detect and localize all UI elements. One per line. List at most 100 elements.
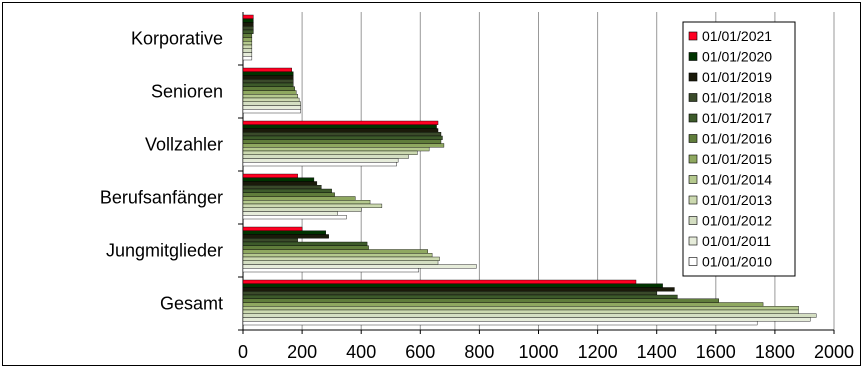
legend-swatch xyxy=(688,93,698,102)
bar xyxy=(242,109,301,114)
bar xyxy=(242,139,442,144)
bar xyxy=(242,48,253,53)
bar xyxy=(242,192,335,197)
bar xyxy=(242,173,298,178)
bar xyxy=(242,253,433,258)
bar xyxy=(242,44,253,49)
bar xyxy=(242,132,442,137)
x-tick-label: 600 xyxy=(405,342,435,362)
x-tick-label: 1000 xyxy=(518,342,558,362)
legend-label: 01/01/2021 xyxy=(702,28,772,44)
bar xyxy=(242,150,418,155)
legend-label: 01/01/2017 xyxy=(702,110,772,126)
bar xyxy=(242,14,254,19)
bar xyxy=(242,71,294,76)
legend-swatch xyxy=(688,72,698,82)
bar xyxy=(242,185,322,190)
legend-swatch xyxy=(688,236,698,246)
bar xyxy=(242,207,362,212)
bar xyxy=(242,158,399,163)
category-label: Jungmitglieder xyxy=(106,241,223,261)
legend-label: 01/01/2010 xyxy=(702,254,772,270)
category-label: Vollzahler xyxy=(145,135,223,155)
bar xyxy=(242,298,719,303)
bar xyxy=(242,256,440,261)
bar xyxy=(242,101,301,106)
legend-label: 01/01/2014 xyxy=(702,172,772,188)
bar xyxy=(242,90,297,95)
bar xyxy=(242,264,477,269)
bar xyxy=(242,249,428,254)
bar xyxy=(242,260,439,265)
bar xyxy=(242,241,368,246)
category-label: Senioren xyxy=(151,82,223,102)
legend-swatch xyxy=(688,31,698,41)
x-tick-label: 0 xyxy=(238,342,248,362)
x-tick-label: 400 xyxy=(346,342,376,362)
legend-swatch xyxy=(688,175,698,184)
bar xyxy=(242,128,439,133)
bar xyxy=(242,56,253,61)
bar xyxy=(242,313,817,318)
legend-label: 01/01/2016 xyxy=(702,131,772,147)
bar xyxy=(242,124,437,129)
bar xyxy=(242,29,254,34)
legend-swatch xyxy=(688,154,698,164)
category-label: Gesamt xyxy=(160,294,223,314)
bar xyxy=(242,268,420,273)
bar xyxy=(242,22,254,27)
bar xyxy=(242,162,397,167)
legend-swatch xyxy=(688,257,698,266)
bar xyxy=(242,230,326,235)
bar xyxy=(242,97,300,102)
category-label: Berufsanfänger xyxy=(100,188,223,208)
legend-swatch xyxy=(688,134,698,143)
bar xyxy=(242,196,356,201)
bar xyxy=(242,41,253,46)
legend-swatch xyxy=(688,52,698,61)
bar xyxy=(242,18,254,23)
legend-label: 01/01/2013 xyxy=(702,192,772,208)
bar xyxy=(242,181,318,186)
bar xyxy=(242,143,445,148)
bar xyxy=(242,302,764,307)
bar xyxy=(242,200,371,205)
bar xyxy=(242,245,369,250)
bar xyxy=(242,321,758,326)
bar xyxy=(242,306,799,311)
bar xyxy=(242,283,663,288)
bar xyxy=(242,279,637,284)
x-tick-label: 2000 xyxy=(814,342,854,362)
legend-swatch xyxy=(688,113,698,123)
bar xyxy=(242,234,329,239)
x-tick-label: 1600 xyxy=(696,342,736,362)
legend-label: 01/01/2012 xyxy=(702,213,772,229)
bar xyxy=(242,52,253,57)
x-tick-label: 200 xyxy=(287,342,317,362)
bar xyxy=(242,294,678,299)
bar xyxy=(242,154,409,159)
legend-swatch xyxy=(688,195,698,205)
bar xyxy=(242,67,292,72)
bar xyxy=(242,37,253,42)
bar xyxy=(242,226,303,231)
bar xyxy=(242,86,295,91)
category-label: Korporative xyxy=(131,29,223,49)
bar xyxy=(242,82,294,87)
bar xyxy=(242,203,383,208)
bar xyxy=(242,177,315,182)
bar xyxy=(242,135,443,140)
x-tick-label: 800 xyxy=(464,342,494,362)
bar xyxy=(242,215,347,220)
bar xyxy=(242,188,332,193)
bar xyxy=(242,75,294,80)
x-tick-label: 1400 xyxy=(637,342,677,362)
bar xyxy=(242,105,301,110)
bar xyxy=(242,309,799,314)
bar xyxy=(242,211,338,216)
x-tick-label: 1800 xyxy=(755,342,795,362)
legend-box xyxy=(682,21,796,277)
bar xyxy=(242,147,430,152)
legend-label: 01/01/2020 xyxy=(702,49,772,65)
